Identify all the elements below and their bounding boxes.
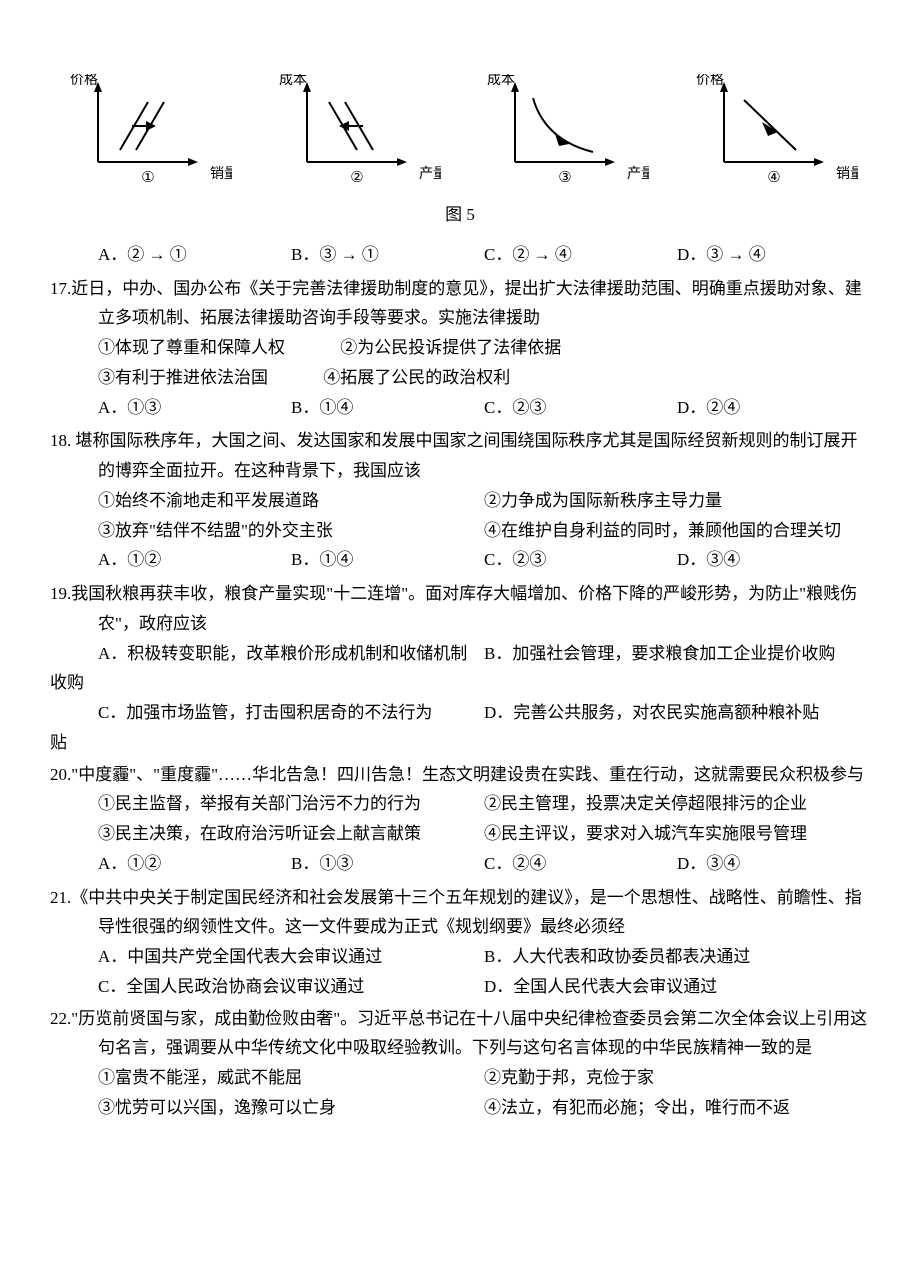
q17-opt-c: C．②③ [484,393,677,423]
q19-opt-a: A．积极转变职能，改革粮价形成机制和收储机制 [98,639,484,669]
chart2-num: ② [350,170,363,186]
q20-opt-d: D．③④ [677,849,870,879]
q18-stem: 18. 堪称国际秩序年，大国之间、发达国家和发展中国家之间围绕国际秩序尤其是国际… [50,426,870,486]
q17-stem: 17.近日，中办、国办公布《关于完善法律援助制度的意见》，提出扩大法律援助范围、… [50,274,870,334]
q18-s3: ③放弃"结伴不结盟"的外交主张 [98,516,484,546]
q20-s3: ③民主决策，在政府治污听证会上献言献策 [98,819,484,849]
q22: 22."历览前贤国与家，成由勤俭败由奢"。习近平总书记在十八届中央纪律检查委员会… [50,1004,870,1123]
q20-opt-b: B．①③ [291,849,484,879]
q20-s1: ①民主监督，举报有关部门治污不力的行为 [98,789,484,819]
charts-caption: 图 5 [50,200,870,230]
chart-panel-4: 价格 销量 ④ [676,74,871,194]
q17-s4: ④拓展了公民的政治权利 [323,368,510,387]
q21-stem: 21.《中共中央关于制定国民经济和社会发展第十三个五年规划的建议》，是一个思想性… [50,883,870,943]
chart1-num: ① [142,170,155,186]
q17-s3: ③有利于推进依法治国 [98,368,268,387]
chart-panel-3: 成本 产量 ③ [467,74,662,194]
chart2-ylabel: 成本 [279,74,307,88]
chart4-num: ④ [767,170,780,186]
chart3-xlabel: 产量 [627,166,649,182]
q20-opt-c: C．②④ [484,849,677,879]
q19-stem: 19.我国秋粮再获丰收，粮食产量实现"十二连增"。面对库存大幅增加、价格下降的严… [50,579,870,639]
q19-opt-b: B．加强社会管理，要求粮食加工企业提价收购 [484,639,870,669]
q19-opt-c: C．加强市场监管，打击囤积居奇的不法行为 [98,698,484,728]
chart2-xlabel: 产量 [419,166,441,182]
chart1-xlabel: 销量 [210,166,232,182]
chart-svg-4: 价格 销量 ④ [688,74,858,194]
q17-opt-b: B．①④ [291,393,484,423]
q20-opt-a: A．①② [98,849,291,879]
q22-s3: ③忧劳可以兴国，逸豫可以亡身 [98,1093,484,1123]
chart-svg-3: 成本 产量 ③ [479,74,649,194]
chart3-num: ③ [559,170,572,186]
q18-opt-a: A．①② [98,545,291,575]
q22-s2: ②克勤于邦，克俭于家 [484,1063,870,1093]
q19-b-tail: 收购 [50,668,870,698]
q16-opt-d: D．③ → ④ [677,240,870,270]
q17-opt-d: D．②④ [677,393,870,423]
chart3-ylabel: 成本 [487,74,515,88]
q21-opt-c: C．全国人民政治协商会议审议通过 [98,972,484,1002]
q21-opt-b: B．人大代表和政协委员都表决通过 [484,942,870,972]
q18: 18. 堪称国际秩序年，大国之间、发达国家和发展中国家之间围绕国际秩序尤其是国际… [50,426,870,575]
q19-opt-d: D．完善公共服务，对农民实施高额种粮补贴 [484,698,870,728]
chart4-xlabel: 销量 [836,166,858,182]
q18-opt-c: C．②③ [484,545,677,575]
q22-s1: ①富贵不能淫，威武不能屈 [98,1063,484,1093]
q16-opt-b: B．③ → ① [291,240,484,270]
q16-opt-a: A．② → ① [98,240,291,270]
q19-d-tail: 贴 [50,728,870,758]
q21-opt-a: A．中国共产党全国代表大会审议通过 [98,942,484,972]
charts-row: 价格 销量 ① 成本 产量 ② [50,74,870,194]
q20: 20."中度霾"、"重度霾"……华北告急！四川告急！生态文明建设贵在实践、重在行… [50,760,870,879]
chart1-ylabel: 价格 [70,74,98,88]
q20-options: A．①② B．①③ C．②④ D．③④ [98,849,870,879]
chart-svg-2: 成本 产量 ② [271,74,441,194]
q18-opt-b: B．①④ [291,545,484,575]
chart-svg-1: 价格 销量 ① [62,74,232,194]
q18-s4: ④在维护自身利益的同时，兼顾他国的合理关切 [484,516,870,546]
q18-opt-d: D．③④ [677,545,870,575]
q18-s2: ②力争成为国际新秩序主导力量 [484,486,870,516]
chart-panel-2: 成本 产量 ② [259,74,454,194]
q22-stem: 22."历览前贤国与家，成由勤俭败由奢"。习近平总书记在十八届中央纪律检查委员会… [50,1004,870,1064]
q16-options: A．② → ① B．③ → ① C．② → ④ D．③ → ④ [98,240,870,270]
q20-s4: ④民主评议，要求对入城汽车实施限号管理 [484,819,870,849]
chart-panel-1: 价格 销量 ① [50,74,245,194]
q17-s2: ②为公民投诉提供了法律依据 [340,338,561,357]
q22-s4: ④法立，有犯而必施；令出，唯行而不返 [484,1093,870,1123]
q21-opt-d: D．全国人民代表大会审议通过 [484,972,870,1002]
q20-s2: ②民主管理，投票决定关停超限排污的企业 [484,789,870,819]
q19: 19.我国秋粮再获丰收，粮食产量实现"十二连增"。面对库存大幅增加、价格下降的严… [50,579,870,758]
q20-stem: 20."中度霾"、"重度霾"……华北告急！四川告急！生态文明建设贵在实践、重在行… [50,760,870,790]
q17-opt-a: A．①③ [98,393,291,423]
q17-options: A．①③ B．①④ C．②③ D．②④ [98,393,870,423]
chart4-ylabel: 价格 [696,74,724,88]
q18-options: A．①② B．①④ C．②③ D．③④ [98,545,870,575]
q18-s1: ①始终不渝地走和平发展道路 [98,486,484,516]
q17: 17.近日，中办、国办公布《关于完善法律援助制度的意见》，提出扩大法律援助范围、… [50,274,870,423]
q17-s1: ①体现了尊重和保障人权 [98,338,285,357]
q16-opt-c: C．② → ④ [484,240,677,270]
q21: 21.《中共中央关于制定国民经济和社会发展第十三个五年规划的建议》，是一个思想性… [50,883,870,1002]
